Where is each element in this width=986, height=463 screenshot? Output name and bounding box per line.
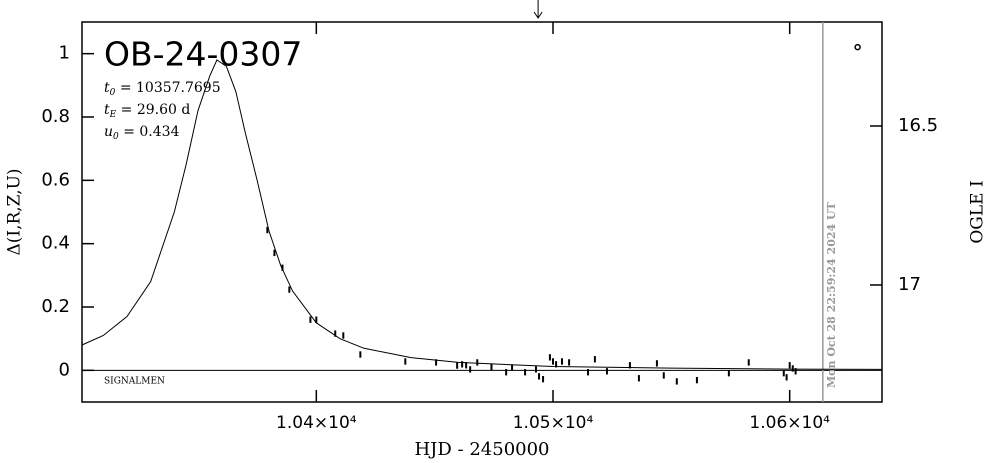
param-symbol: u [104, 124, 113, 140]
y-tick-label: 0.2 [41, 296, 70, 317]
timestamp-label: Mon Oct 28 22:59:24 2024 UT [825, 201, 838, 388]
y-tick-label: 0.6 [41, 169, 70, 190]
param: u0 = 0.434 [104, 124, 180, 142]
y2-tick-label: 17 [898, 274, 921, 295]
y-axis-label: Δ(I,R,Z,U) [5, 168, 25, 255]
y-tick-label: 0.8 [41, 106, 70, 127]
plot-frame [82, 22, 882, 402]
note: SIGNALMEN [104, 377, 165, 387]
chart-title: OB-24-0307 [104, 35, 302, 74]
param-text: = 10357.7695 [115, 80, 220, 96]
param-text: = 29.60 d [116, 102, 190, 118]
y2-axis-label: OGLE I [968, 180, 986, 243]
y2-tick-label: 16.5 [898, 115, 938, 136]
y-tick-label: 1 [59, 43, 70, 64]
x-tick-label: 1.06×10⁴ [749, 413, 830, 433]
arrow [534, 0, 542, 18]
model-curve [82, 60, 882, 369]
param: tE = 29.60 d [104, 102, 190, 120]
y-tick-label: 0 [59, 359, 70, 380]
x-tick-label: 1.05×10⁴ [513, 413, 594, 433]
data-point [855, 45, 860, 50]
x-axis-label: HJD - 2450000 [414, 439, 549, 459]
x-tick-label: 1.04×10⁴ [276, 413, 357, 433]
param-text: = 0.434 [119, 124, 180, 140]
y-tick-label: 0.4 [41, 233, 70, 254]
